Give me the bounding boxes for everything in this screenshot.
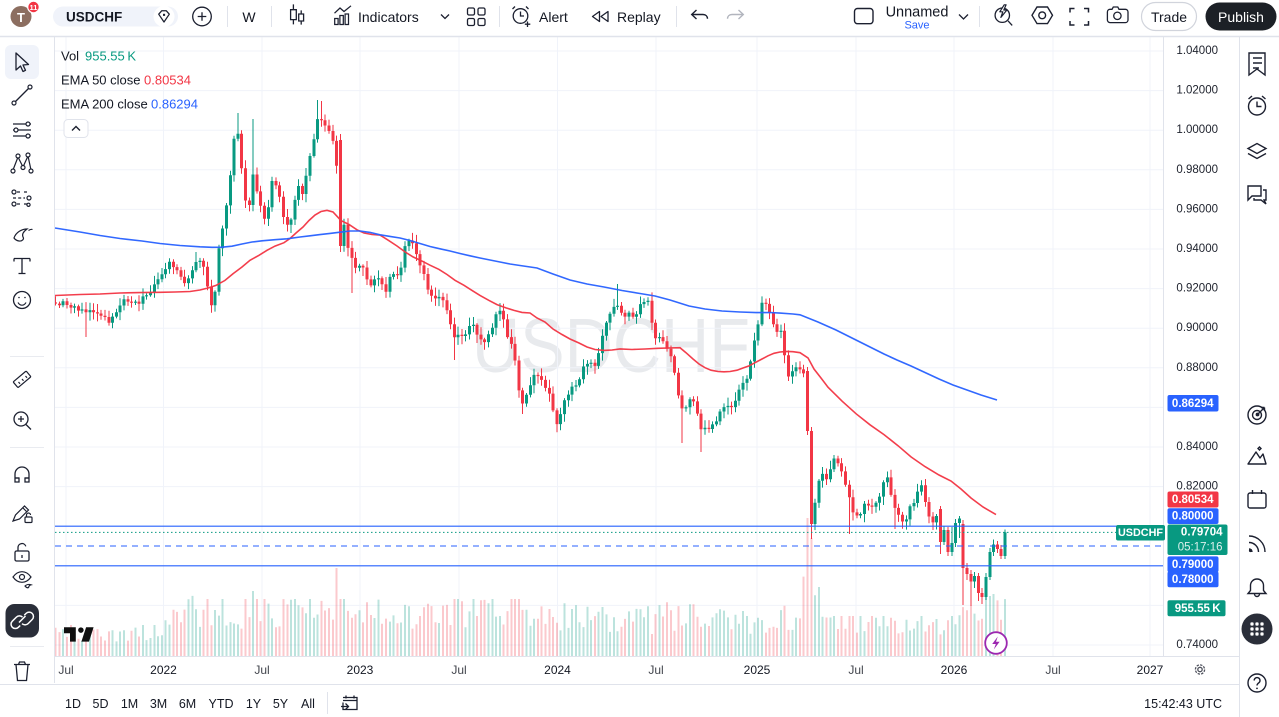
svg-text:955.55 K: 955.55 K: [1175, 603, 1221, 615]
svg-text:0.74000: 0.74000: [1176, 639, 1218, 651]
svg-text:2027: 2027: [1137, 663, 1164, 677]
svg-text:0.80534: 0.80534: [1172, 494, 1214, 506]
svg-text:EMA 50 close: EMA 50 close: [61, 73, 141, 88]
svg-text:0.79704: 0.79704: [1181, 527, 1223, 539]
svg-text:YTD: YTD: [209, 697, 234, 711]
svg-text:2024: 2024: [544, 663, 571, 677]
svg-text:2026: 2026: [941, 663, 968, 677]
svg-text:2025: 2025: [744, 663, 771, 677]
svg-text:0.79000: 0.79000: [1172, 559, 1214, 571]
svg-text:USDCHF: USDCHF: [1118, 527, 1163, 539]
svg-text:0.80000: 0.80000: [1172, 511, 1214, 523]
svg-text:3M: 3M: [150, 697, 167, 711]
svg-text:Alert: Alert: [539, 9, 568, 25]
svg-text:W: W: [242, 9, 256, 25]
svg-text:0.78000: 0.78000: [1172, 574, 1214, 586]
svg-text:Vol: Vol: [61, 49, 79, 64]
svg-text:0.84000: 0.84000: [1176, 441, 1218, 453]
svg-text:0.86294: 0.86294: [1172, 398, 1214, 410]
svg-text:1.04000: 1.04000: [1176, 45, 1218, 57]
svg-text:1.02000: 1.02000: [1176, 85, 1218, 97]
svg-text:Jul: Jul: [58, 663, 73, 677]
svg-text:955.55 K: 955.55 K: [85, 49, 136, 64]
svg-text:0.80534: 0.80534: [144, 73, 191, 88]
svg-text:USDCHF: USDCHF: [66, 10, 122, 25]
svg-text:2022: 2022: [150, 663, 177, 677]
svg-text:T: T: [17, 10, 25, 25]
svg-text:0.82000: 0.82000: [1176, 481, 1218, 493]
svg-text:1Y: 1Y: [246, 697, 262, 711]
svg-text:Jul: Jul: [451, 663, 466, 677]
svg-text:11: 11: [30, 3, 38, 12]
svg-text:5Y: 5Y: [273, 697, 289, 711]
svg-text:Publish: Publish: [1218, 9, 1264, 25]
svg-text:All: All: [301, 697, 315, 711]
svg-text:1M: 1M: [121, 697, 138, 711]
svg-text:Indicators: Indicators: [358, 9, 419, 25]
svg-text:Replay: Replay: [617, 9, 661, 25]
svg-text:Jul: Jul: [254, 663, 269, 677]
svg-text:05:17:16: 05:17:16: [1178, 542, 1223, 554]
svg-text:0.94000: 0.94000: [1176, 243, 1218, 255]
svg-text:6M: 6M: [179, 697, 196, 711]
svg-text:0.96000: 0.96000: [1176, 203, 1218, 215]
svg-text:Jul: Jul: [1045, 663, 1060, 677]
svg-text:Unnamed: Unnamed: [886, 5, 949, 21]
svg-text:0.86294: 0.86294: [151, 97, 198, 112]
svg-text:EMA 200 close: EMA 200 close: [61, 97, 148, 112]
svg-text:Trade: Trade: [1151, 9, 1187, 25]
svg-text:0.90000: 0.90000: [1176, 322, 1218, 334]
svg-text:15:42:43 UTC: 15:42:43 UTC: [1144, 697, 1222, 711]
svg-text:2023: 2023: [347, 663, 374, 677]
svg-text:Jul: Jul: [648, 663, 663, 677]
svg-text:0.88000: 0.88000: [1176, 362, 1218, 374]
svg-text:0.98000: 0.98000: [1176, 164, 1218, 176]
svg-text:0.92000: 0.92000: [1176, 283, 1218, 295]
svg-text:1.00000: 1.00000: [1176, 124, 1218, 136]
svg-text:Jul: Jul: [848, 663, 863, 677]
svg-text:1D: 1D: [65, 697, 81, 711]
svg-text:5D: 5D: [93, 697, 109, 711]
svg-text:Save: Save: [904, 20, 929, 32]
